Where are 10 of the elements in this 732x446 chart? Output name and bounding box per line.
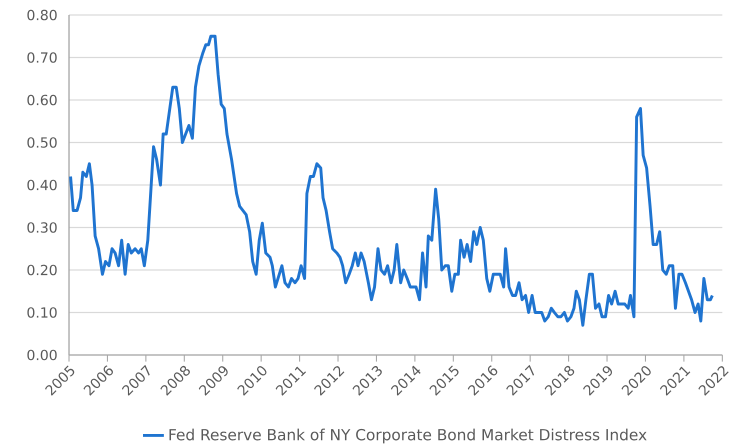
y-tick-label: 0.10 (27, 307, 57, 318)
y-tick-label: 0.40 (27, 180, 57, 190)
y-tick-label: 0.50 (27, 137, 57, 148)
y-tick-label: 0.80 (27, 10, 57, 20)
y-tick-label: 0.70 (27, 52, 57, 63)
y-tick-label: 0.60 (27, 94, 57, 106)
y-tick-label: 0.00 (27, 350, 57, 360)
legend-label: Fed Reserve Bank of NY Corporate Bond Market Distress Index (170, 428, 647, 444)
y-tick-label: 0.30 (27, 222, 57, 233)
y-tick-label: 0.20 (27, 264, 57, 276)
